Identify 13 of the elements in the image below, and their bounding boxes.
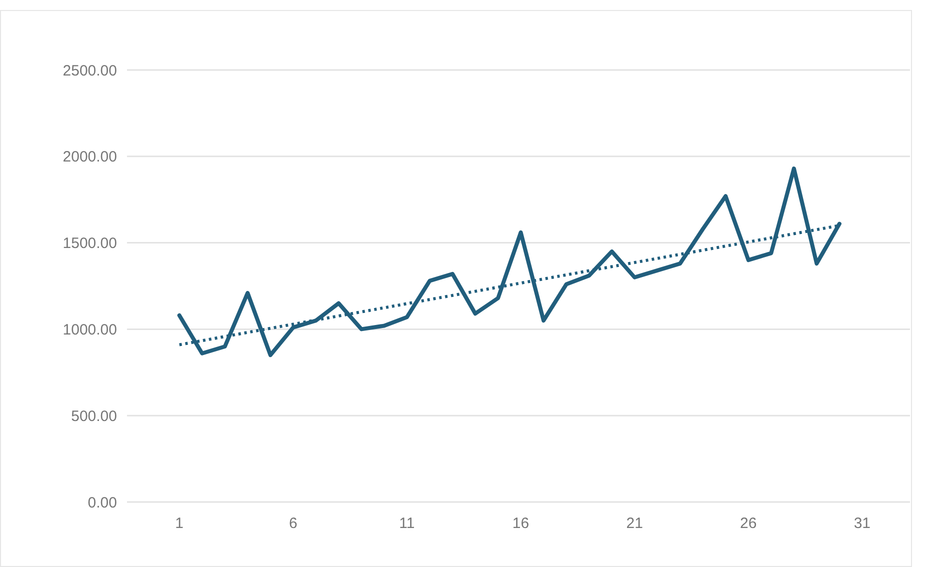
x-tick-label: 21 bbox=[626, 515, 643, 532]
y-tick-label: 1500.00 bbox=[62, 235, 117, 252]
x-tick-label: 6 bbox=[288, 515, 298, 532]
x-tick-label: 26 bbox=[740, 515, 757, 532]
y-tick-label: 2500.00 bbox=[62, 62, 117, 80]
y-tick-label: 500.00 bbox=[71, 408, 117, 425]
x-tick-label: 11 bbox=[399, 515, 415, 532]
x-tick-label: 16 bbox=[512, 515, 530, 532]
y-tick-label: 1000.00 bbox=[62, 321, 117, 338]
x-tick-label: 1 bbox=[175, 515, 184, 532]
y-tick-label: 2000.00 bbox=[62, 148, 117, 166]
y-tick-label: 0.00 bbox=[88, 494, 117, 512]
x-tick-label: 31 bbox=[854, 515, 871, 532]
